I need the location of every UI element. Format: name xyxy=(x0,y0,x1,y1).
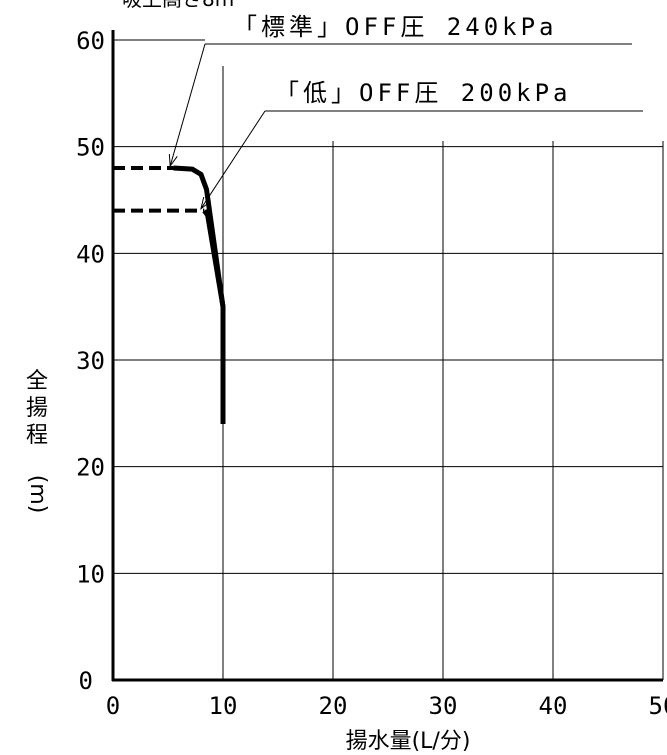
annotation-arrowhead xyxy=(200,196,211,210)
x-tick-label: 0 xyxy=(106,692,120,720)
y-tick-label: 60 xyxy=(76,27,105,55)
y-tick-label: 0 xyxy=(79,667,93,695)
annotation-leader xyxy=(169,43,206,167)
annotations: 「標準」OFF圧 240kPa 「低」OFF圧 200kPa xyxy=(168,13,643,210)
y-axis-unit: (m) xyxy=(25,475,50,514)
x-tick-label: 40 xyxy=(539,692,568,720)
x-axis-label: 揚水量(L/分) xyxy=(346,729,471,754)
y-tick-label: 50 xyxy=(76,134,105,162)
x-tick-label: 20 xyxy=(319,692,348,720)
axes xyxy=(111,30,663,682)
y-tick-label: 40 xyxy=(76,240,105,268)
y-axis-label-char: 揚 xyxy=(26,396,48,421)
series-standard-solid xyxy=(173,165,226,424)
x-tick-label: 30 xyxy=(429,692,458,720)
grid xyxy=(113,39,664,680)
x-tick-label: 10 xyxy=(209,692,238,720)
x-tick-label: 50 xyxy=(649,692,667,720)
top-partial-text: 吸上高さ8m xyxy=(122,0,234,11)
y-axis-label-char: 全 xyxy=(26,369,48,394)
tick-labels: 0 10 20 30 40 50 60 0 10 20 30 40 50 揚水量(L/分) 全揚程 (m) 吸上… xyxy=(25,0,667,754)
y-tick-label: 30 xyxy=(76,347,105,375)
series-group xyxy=(113,165,226,424)
annotation-leader xyxy=(200,110,266,209)
annotation-low-label: 「低」OFF圧 200kPa xyxy=(275,79,572,107)
y-axis-label-char: 程 xyxy=(26,423,48,448)
annotation-arrowhead xyxy=(168,153,178,168)
series-low-solid xyxy=(202,209,226,308)
annotation-standard-label: 「標準」OFF圧 240kPa xyxy=(233,13,558,41)
y-tick-label: 10 xyxy=(76,560,105,588)
y-tick-label: 20 xyxy=(76,454,105,482)
